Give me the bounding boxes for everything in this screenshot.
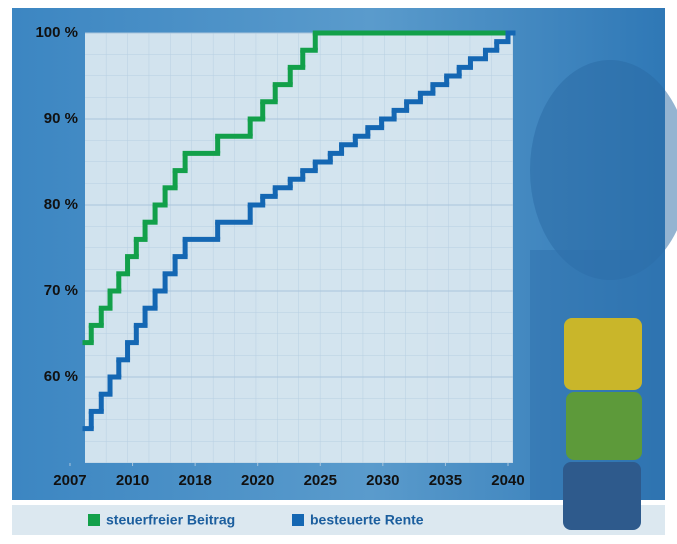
- legend-label: besteuerte Rente: [310, 512, 424, 528]
- y-tick-label: 100 %: [35, 24, 78, 41]
- x-tick-label: 2040: [491, 472, 524, 489]
- minor-grid: [85, 33, 513, 463]
- x-tick-label: 2035: [429, 472, 462, 489]
- y-tick-label: 80 %: [44, 196, 78, 213]
- x-tick-label: 2018: [178, 472, 211, 489]
- block: [563, 462, 641, 530]
- x-tick-label: 2010: [116, 472, 149, 489]
- legend-swatch: [88, 514, 100, 526]
- block: [564, 318, 642, 390]
- x-tick-label: 2020: [241, 472, 274, 489]
- block: [566, 392, 642, 460]
- x-tick-label: 2007: [53, 472, 86, 489]
- legend-swatch: [292, 514, 304, 526]
- chart: 60 % 70 % 80 % 90 % 100 % 2007 2010 2018 2020 202…: [0, 0, 677, 539]
- x-tick-label: 2025: [304, 472, 337, 489]
- x-tick-label: 2030: [366, 472, 399, 489]
- legend-label: steuerfreier Beitrag: [106, 512, 235, 528]
- y-tick-label: 90 %: [44, 110, 78, 127]
- y-tick-label: 70 %: [44, 282, 78, 299]
- y-tick-label: 60 %: [44, 368, 78, 385]
